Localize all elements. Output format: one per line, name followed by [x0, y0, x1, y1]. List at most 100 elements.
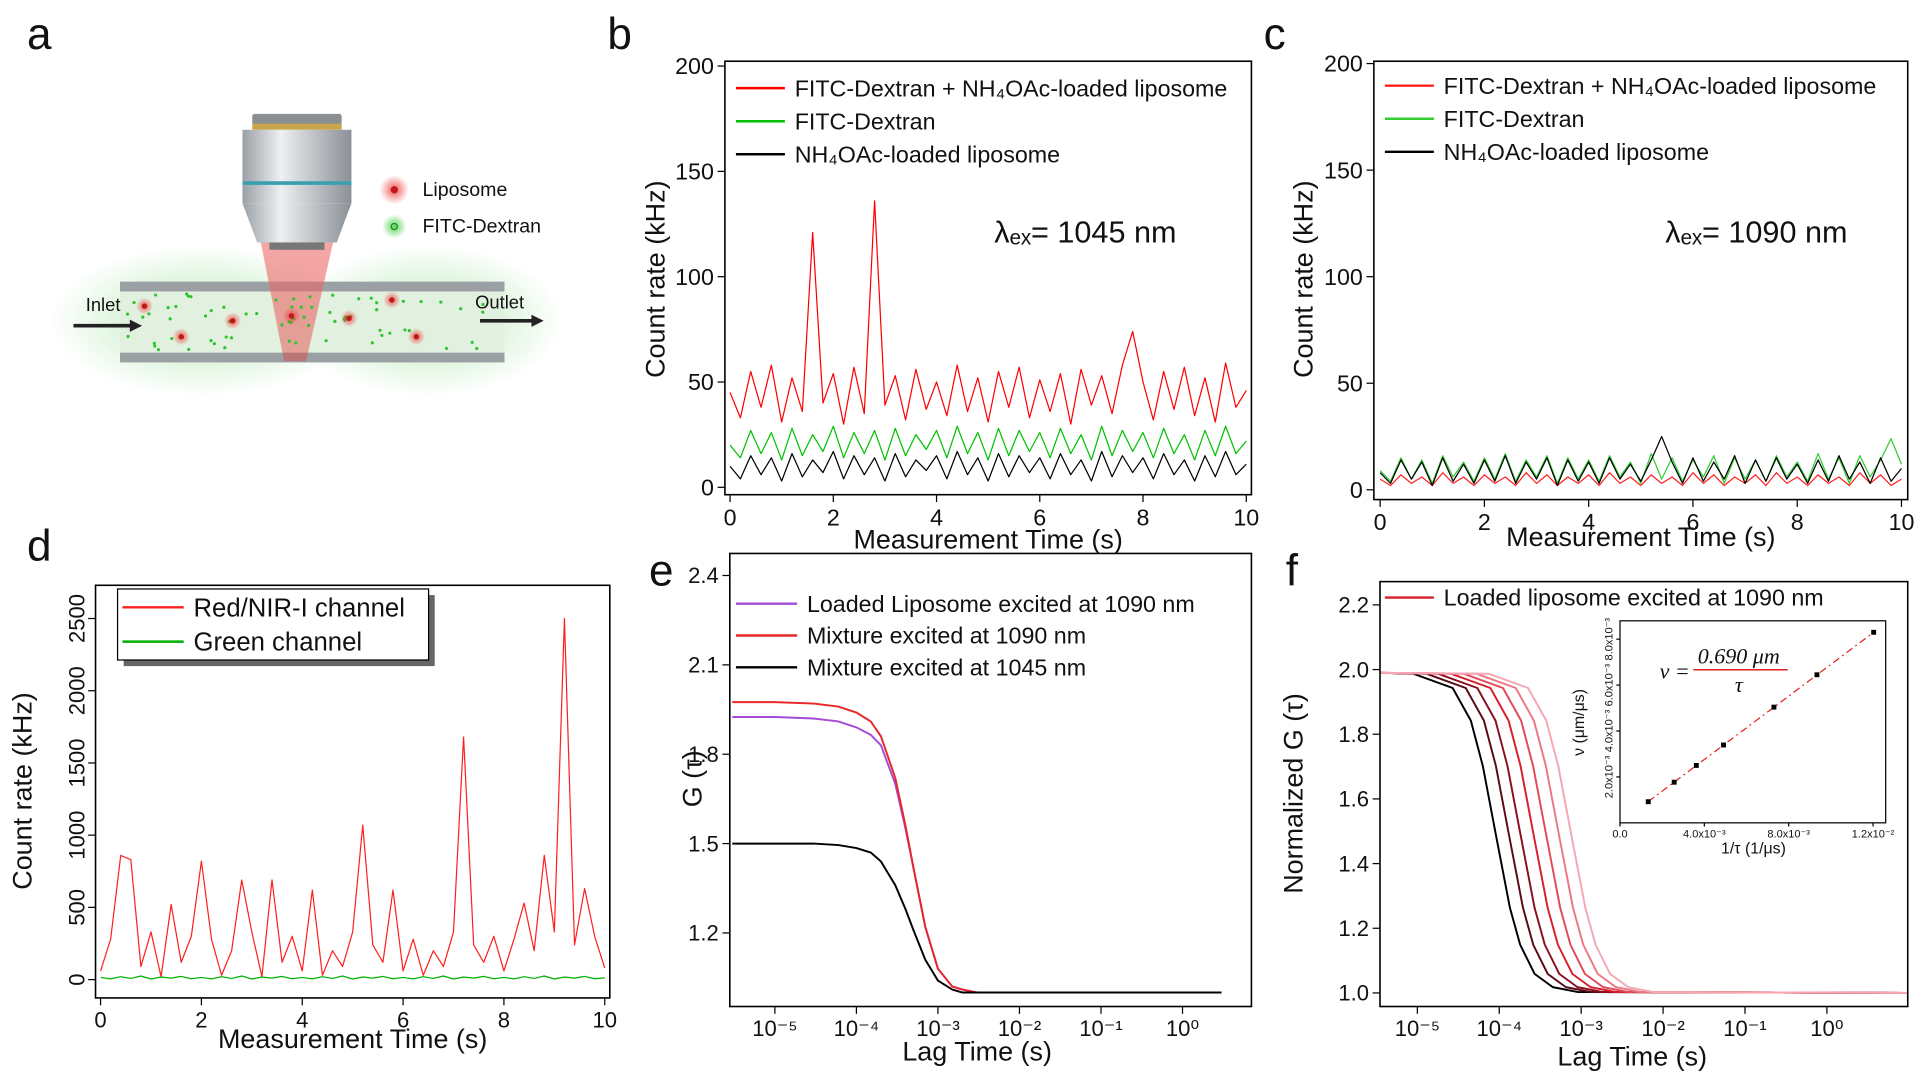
dextran-dot [459, 307, 463, 311]
series-line [1379, 671, 1908, 994]
legend-label: FITC-Dextran + NH₄OAc-loaded liposome [1444, 73, 1877, 99]
series-line [729, 200, 1247, 425]
plot-frame [94, 584, 611, 999]
dextran-dot [223, 346, 227, 350]
series-line [100, 975, 605, 980]
dextran-dot [209, 308, 213, 313]
x-tick-label: 10 [593, 1007, 618, 1032]
liposome [413, 334, 420, 340]
dextran-dot [212, 342, 216, 346]
dextran-dot [444, 346, 449, 351]
dextran-dot [229, 336, 234, 340]
dextran-dot [401, 299, 405, 303]
plot-frame [1379, 580, 1909, 1008]
legend-label: Mixture excited at 1090 nm [807, 623, 1086, 649]
dextran-dot [302, 315, 306, 319]
objective-tip [242, 203, 352, 243]
x-tick-label: 4 [296, 1007, 308, 1032]
dextran-dot [308, 295, 312, 299]
dextran-dot [475, 346, 479, 351]
diagram: Inlet Outlet Liposome FITC-Dextran [48, 113, 564, 397]
dextran-dot [481, 302, 485, 307]
formula-denominator: τ [1735, 672, 1744, 697]
y-axis-title: Count rate (kHz) [641, 180, 671, 377]
chart: 0 2 4 6 8 10 0 500 1000 1500 2000 2500 Measurement T… [8, 584, 618, 1054]
x-tick-label: 0 [94, 1007, 106, 1032]
x-axis-title: Measurement Time (s) [1506, 522, 1775, 552]
dextran-icon [382, 214, 407, 239]
panel-label: a [27, 10, 52, 59]
dextran-dot [189, 295, 193, 299]
dextran-dot [369, 296, 373, 300]
legend-label: FITC-Dextran [422, 216, 541, 238]
x-tick-label: 10⁻¹ [1079, 1016, 1122, 1041]
dextran-dot [333, 319, 337, 323]
panel-label: e [649, 546, 674, 595]
x-tick-label: 10 [1233, 504, 1259, 530]
dextran-dot [324, 339, 328, 343]
y-tick-label: 0 [701, 474, 714, 500]
series-line [729, 450, 1247, 482]
series-line [1379, 671, 1908, 994]
dextran-dot [224, 335, 228, 339]
y-tick-label: 1500 [65, 738, 90, 787]
y-tick-label: 100 [675, 264, 714, 290]
legend-label: FITC-Dextran + NH₄OAc-loaded liposome [795, 75, 1228, 101]
y-tick-label: 150 [675, 159, 714, 185]
dextran-dot [184, 292, 189, 296]
series-line [1379, 472, 1902, 487]
dextran-dot [357, 297, 361, 301]
x-tick-label: 4 [1582, 509, 1595, 535]
y-tick-label: 1.6 [1338, 787, 1369, 812]
y-tick-label: 0 [65, 973, 90, 985]
dextran-dot [274, 298, 278, 302]
x-tick-label: 10⁻⁴ [1476, 1016, 1522, 1041]
dextran-dot [481, 310, 485, 314]
y-tick-label: 4.0x10⁻³ [1604, 709, 1616, 752]
series-line [732, 842, 1222, 994]
dextran-dot [287, 339, 291, 343]
y-axis-title: Count rate (kHz) [1288, 180, 1318, 377]
liposome [178, 334, 184, 340]
y-tick-label: 2500 [65, 594, 90, 643]
series-group [732, 701, 1222, 994]
series-line [732, 716, 1222, 994]
plot-frame [729, 552, 1253, 1008]
dextran-dot [403, 328, 407, 332]
legend-box [116, 588, 430, 661]
liposome [288, 313, 295, 319]
series-line [1379, 438, 1903, 484]
legend-label: Green channel [193, 629, 362, 657]
marker [1771, 704, 1777, 710]
dextran-dot [255, 311, 259, 316]
x-axis-title: Measurement Time (s) [854, 525, 1123, 555]
legend-label: NH₄OAc-loaded liposome [795, 141, 1060, 167]
liposome [389, 297, 395, 303]
objective-lens [269, 242, 325, 250]
x-axis-title: Lag Time (s) [902, 1036, 1052, 1066]
y-tick-label: 2.0x10⁻³ [1604, 755, 1616, 798]
dextran-dot [375, 301, 379, 305]
x-tick-label: 6 [397, 1007, 409, 1032]
y-tick-label: 100 [1324, 264, 1363, 290]
dextran-dot [419, 299, 423, 304]
liposome [141, 303, 148, 309]
y-tick-label: 150 [1324, 157, 1363, 183]
inlet-arrowhead [129, 319, 143, 332]
dextran-dot [168, 317, 172, 321]
dextran-dot [187, 347, 191, 351]
dextran-dot [294, 341, 298, 345]
inlet-label: Inlet [86, 294, 121, 315]
annotation: λₑₓ= 1090 nm [1665, 215, 1847, 249]
series-line [1379, 435, 1902, 487]
dextran-dot [299, 305, 303, 309]
y-axis-title: Count rate (kHz) [8, 692, 38, 889]
panel-label: b [607, 10, 632, 59]
dextran-dot [174, 304, 178, 309]
dextran-dot [153, 293, 158, 297]
dextran-dot [307, 323, 311, 328]
x-axis-title: Lag Time (s) [1557, 1041, 1707, 1071]
dextran-dot [439, 300, 443, 304]
